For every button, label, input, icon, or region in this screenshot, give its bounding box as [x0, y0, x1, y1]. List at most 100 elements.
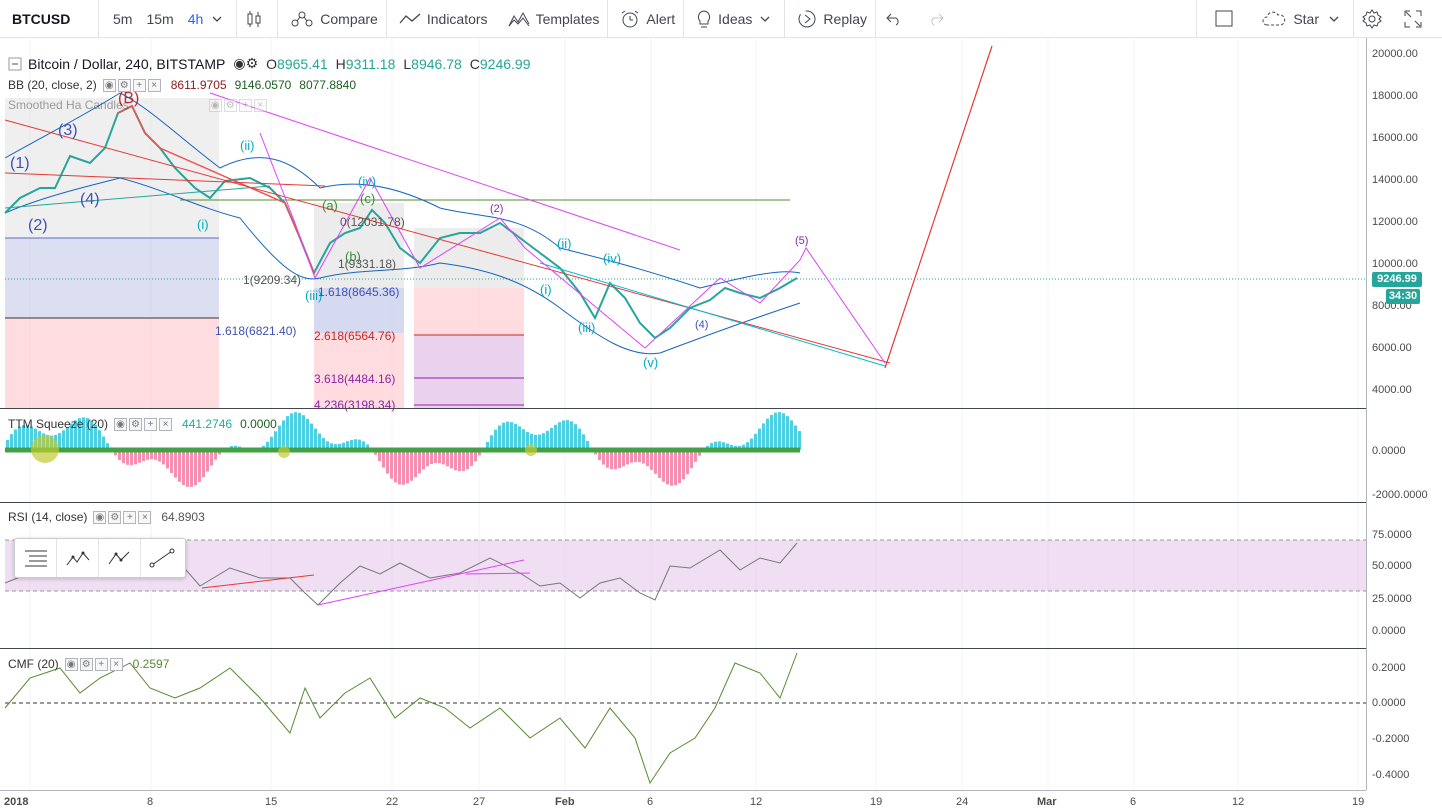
pane-separator[interactable] — [0, 502, 1366, 503]
histogram-bar — [30, 426, 33, 450]
pane-separator[interactable] — [0, 648, 1366, 649]
add-icon[interactable]: + — [94, 657, 108, 671]
histogram-bar — [470, 450, 473, 467]
fib-label: 4.236(3198.34) — [314, 398, 395, 412]
histogram-bar — [298, 412, 301, 450]
time-axis-label: 6 — [647, 796, 654, 808]
interval-4h[interactable]: 4h — [187, 10, 204, 27]
histogram-bar — [434, 450, 437, 464]
histogram-bar — [314, 428, 317, 450]
settings-icon[interactable]: ⚙ — [129, 417, 143, 431]
histogram-bar — [382, 450, 385, 468]
histogram-bar — [770, 414, 773, 450]
histogram-bar — [202, 450, 205, 478]
histogram-bar — [406, 450, 409, 484]
histogram-bar — [18, 426, 21, 450]
histogram-bar — [502, 422, 505, 450]
elliott-impulse-button[interactable] — [57, 539, 99, 577]
maximize-button[interactable] — [1396, 0, 1442, 38]
redo-button[interactable] — [918, 0, 960, 38]
eye-icon[interactable]: ◉ — [208, 98, 222, 112]
histogram-bar — [710, 443, 713, 450]
add-icon[interactable]: + — [132, 78, 146, 92]
eye-icon[interactable]: ◉ — [93, 510, 107, 524]
replay-button[interactable]: Replay — [785, 0, 875, 38]
fullscreen-toggle-button[interactable] — [1197, 0, 1253, 38]
add-icon[interactable]: + — [123, 510, 137, 524]
histogram-bar — [582, 434, 585, 450]
alert-button[interactable]: Alert — [608, 0, 683, 38]
histogram-bar — [118, 450, 121, 461]
settings-icon[interactable]: ⚙ — [223, 98, 237, 112]
histogram-bar — [102, 436, 105, 450]
histogram-bar — [158, 450, 161, 462]
interval-15m[interactable]: 15m — [146, 10, 174, 27]
collapse-icon[interactable] — [8, 57, 22, 71]
settings-icon[interactable]: ⚙ — [245, 55, 259, 71]
histogram-bar — [494, 429, 497, 450]
ttm-legend: TTM Squeeze (20) ◉ ⚙ + × 441.2746 0.0000 — [8, 417, 277, 431]
histogram-bar — [766, 418, 769, 450]
chart-canvas[interactable]: (B) (3) (1) (2) (4) (ii) (iv) (iii) (i) … — [0, 38, 1366, 790]
compare-icon — [291, 11, 313, 26]
histogram-bar — [758, 428, 761, 450]
fib-tool-button[interactable] — [15, 539, 57, 577]
histogram-bar — [762, 423, 765, 450]
close-icon[interactable]: × — [147, 78, 161, 92]
time-axis[interactable] — [0, 790, 1366, 812]
histogram-bar — [74, 420, 77, 450]
histogram-bar — [194, 450, 197, 486]
symbol-search[interactable]: BTCUSD — [12, 10, 71, 27]
compare-button[interactable]: Compare — [278, 0, 386, 38]
histogram-bar — [150, 450, 153, 460]
histogram-bar — [146, 450, 149, 460]
histogram-bar — [598, 450, 601, 461]
indicators-button[interactable]: Indicators — [387, 0, 496, 38]
interval-dropdown[interactable] — [210, 0, 236, 38]
eye-icon[interactable]: ◉ — [114, 417, 128, 431]
templates-button[interactable]: Templates — [496, 0, 608, 38]
pane-separator[interactable] — [0, 408, 1366, 409]
close-icon[interactable]: × — [159, 417, 173, 431]
histogram-bar — [302, 415, 305, 450]
rsi-divergence-line — [465, 572, 531, 575]
drawing-tools-popup — [14, 538, 186, 578]
histogram-bar — [82, 417, 85, 450]
fib-zones — [5, 98, 790, 408]
histogram-bar — [730, 444, 733, 450]
eye-icon[interactable]: ◉ — [64, 657, 78, 671]
histogram-bar — [178, 450, 181, 482]
close-icon[interactable]: × — [109, 657, 123, 671]
wave-label: (iii) — [305, 288, 322, 303]
close-icon[interactable]: × — [138, 510, 152, 524]
histogram-bar — [426, 450, 429, 467]
histogram-bar — [418, 450, 421, 474]
elliott-correction-button[interactable] — [99, 539, 141, 577]
add-icon[interactable]: + — [238, 98, 252, 112]
ideas-button[interactable]: Ideas — [684, 0, 784, 38]
histogram-bar — [90, 420, 93, 450]
settings-icon[interactable]: ⚙ — [108, 510, 122, 524]
settings-button[interactable] — [1354, 0, 1396, 38]
add-icon[interactable]: + — [144, 417, 158, 431]
wave-label: (iv) — [358, 174, 376, 189]
histogram-bar — [490, 435, 493, 450]
price-axis-label: 14000.00 — [1372, 174, 1418, 186]
eye-icon[interactable]: ◉ — [233, 55, 246, 71]
star-button[interactable]: Star — [1253, 0, 1353, 38]
undo-button[interactable] — [876, 0, 918, 38]
bb-basis-value: 8611.9705 — [170, 78, 227, 92]
alert-label: Alert — [646, 10, 676, 27]
settings-icon[interactable]: ⚙ — [117, 78, 131, 92]
interval-5m[interactable]: 5m — [113, 10, 133, 27]
wave-label: (iii) — [578, 320, 595, 335]
close-icon[interactable]: × — [253, 98, 267, 112]
wave-label: (i) — [540, 282, 552, 297]
trendline-button[interactable] — [141, 539, 183, 577]
eye-icon[interactable]: ◉ — [102, 78, 116, 92]
price-axis-label: 18000.00 — [1372, 90, 1418, 102]
price-axis[interactable] — [1366, 38, 1442, 790]
chart-style-button[interactable] — [237, 0, 277, 38]
time-axis-label: 19 — [1352, 796, 1365, 808]
settings-icon[interactable]: ⚙ — [79, 657, 93, 671]
